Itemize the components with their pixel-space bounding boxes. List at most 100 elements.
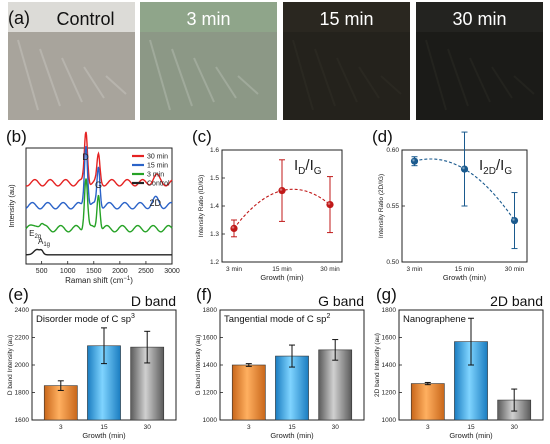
x-tick-label: 30 bbox=[332, 424, 340, 431]
ratio-annotation: I2D/IG bbox=[479, 157, 512, 177]
data-point-highlight bbox=[411, 158, 416, 162]
peak-label-g: G bbox=[95, 180, 102, 190]
y-tick-label: 1.4 bbox=[210, 203, 219, 210]
y-tick-label: 1800 bbox=[15, 390, 30, 397]
panel-label-g: (g) bbox=[376, 285, 397, 304]
photo-label: 30 min bbox=[452, 9, 506, 29]
photo-texture bbox=[314, 48, 336, 107]
y-tick-label: 1400 bbox=[203, 362, 218, 369]
x-tick-label: 3 bbox=[59, 424, 63, 431]
x-tick-label: 15 bbox=[100, 424, 108, 431]
legend-entry: 3 min bbox=[147, 172, 164, 179]
annotation-text: /I bbox=[305, 157, 313, 174]
data-point-highlight bbox=[327, 201, 331, 206]
photo-1 bbox=[8, 32, 135, 120]
mode-annotation: Nanographene bbox=[403, 314, 466, 325]
2d-band-bar-chart: 1000 1200 1400 1600 1800 3 15 30 Growth (min) 2D … bbox=[374, 293, 544, 440]
x-tick-label: 30 min bbox=[320, 266, 340, 273]
x-tick-label: 2500 bbox=[138, 268, 154, 275]
photo-texture bbox=[425, 39, 447, 111]
superscript: −1 bbox=[123, 276, 131, 282]
x-axis-label: Raman shift (cm−1) bbox=[65, 276, 133, 285]
bar bbox=[43, 385, 78, 421]
x-axis-label: Growth (min) bbox=[82, 431, 126, 440]
photo-texture bbox=[447, 48, 469, 107]
x-tick-label: 30 bbox=[511, 424, 519, 431]
y-tick-label: 1000 bbox=[382, 417, 397, 424]
bar bbox=[410, 383, 445, 421]
y-tick-label: 1.2 bbox=[210, 259, 219, 266]
band-title: G band bbox=[318, 293, 364, 309]
legend-entry: 15 min bbox=[147, 163, 168, 170]
photo-texture bbox=[39, 48, 61, 107]
photo-label-bg bbox=[140, 2, 277, 32]
photo-label-bg bbox=[416, 2, 543, 32]
i2d-ig-ratio-chart: 0.50 0.55 0.60 3 min 15 min 30 min Growth (min… bbox=[378, 131, 528, 282]
ratio-annotation: ID/IG bbox=[294, 157, 322, 177]
data-point-highlight bbox=[511, 217, 516, 222]
subscript: D bbox=[298, 166, 305, 177]
x-axis-label: Growth (min) bbox=[449, 431, 493, 440]
y-tick-label: 1.3 bbox=[210, 231, 219, 238]
photo-texture bbox=[17, 39, 39, 111]
x-tick-label: 3000 bbox=[164, 268, 180, 275]
bar bbox=[318, 349, 353, 421]
photo-texture bbox=[215, 66, 237, 99]
x-tick-label: 15 bbox=[288, 424, 296, 431]
photo-2 bbox=[140, 32, 277, 120]
x-tick-label: 3 bbox=[247, 424, 251, 431]
photo-label: 3 min bbox=[186, 9, 230, 29]
spectrum-line bbox=[25, 146, 173, 210]
x-tick-label: 2000 bbox=[112, 268, 128, 275]
x-tick-label: 30 bbox=[144, 424, 152, 431]
y-tick-label: 0.55 bbox=[386, 203, 399, 210]
subscript: G bbox=[314, 166, 322, 177]
subscript: G bbox=[504, 166, 512, 177]
panel-label-c: (c) bbox=[192, 127, 212, 146]
axis-label-tail: ) bbox=[130, 276, 133, 285]
y-axis-label: D band Intensity (au) bbox=[7, 335, 14, 395]
g-band-bar-chart: 1000 1200 1400 1600 1800 3 15 30 Growth (min) G b… bbox=[195, 293, 365, 440]
data-point-highlight bbox=[279, 187, 283, 192]
y-tick-label: 0.50 bbox=[386, 259, 399, 266]
photo-texture bbox=[469, 57, 491, 103]
photo-label: 15 min bbox=[319, 9, 373, 29]
id-ig-ratio-chart: 1.2 1.3 1.4 1.5 1.6 3 min 15 min 30 min Growth (… bbox=[198, 147, 343, 282]
y-axis-label: 2D band Intensity (au) bbox=[374, 333, 381, 397]
panel-label-e: (e) bbox=[8, 285, 29, 304]
photo-texture bbox=[336, 57, 358, 103]
y-tick-label: 1.6 bbox=[210, 147, 219, 154]
x-tick-label: 15 min bbox=[455, 266, 475, 273]
y-tick-label: 1000 bbox=[203, 417, 218, 424]
x-tick-label: 3 bbox=[426, 424, 430, 431]
y-tick-label: 1600 bbox=[382, 335, 397, 342]
y-tick-label: 1800 bbox=[203, 307, 218, 314]
photo-texture bbox=[380, 75, 402, 95]
spectrum-line bbox=[25, 131, 173, 187]
x-tick-label: 30 min bbox=[505, 266, 525, 273]
photo-label-bg bbox=[8, 2, 135, 32]
y-tick-label: 1600 bbox=[15, 417, 30, 424]
y-axis-label: Intensity Ratio (ID/IG) bbox=[198, 175, 205, 238]
y-axis-label: G band Intensity (au) bbox=[195, 335, 202, 396]
peak-label-a1g: A1g bbox=[38, 237, 50, 248]
x-axis-label: Growth (min) bbox=[443, 273, 487, 282]
photo-strip: Control 3 min 15 min 30 min bbox=[8, 2, 543, 120]
x-axis-label: Growth (min) bbox=[270, 431, 314, 440]
data-point-highlight bbox=[231, 225, 235, 230]
superscript: 2 bbox=[326, 313, 330, 320]
y-axis-label: Intensity (au) bbox=[7, 184, 16, 228]
y-tick-label: 2200 bbox=[15, 335, 30, 342]
photo-label: Control bbox=[56, 9, 114, 29]
subscript: 2g bbox=[34, 234, 41, 240]
data-point-highlight bbox=[461, 166, 466, 170]
superscript: 3 bbox=[131, 313, 135, 320]
x-tick-label: 1000 bbox=[60, 268, 76, 275]
photo-label-bg bbox=[283, 2, 410, 32]
y-tick-label: 1400 bbox=[382, 362, 397, 369]
peak-label-e2g: E2g bbox=[29, 229, 41, 240]
photo-texture bbox=[513, 75, 535, 95]
photo-4 bbox=[416, 32, 543, 120]
subscript: 2D bbox=[483, 166, 496, 177]
